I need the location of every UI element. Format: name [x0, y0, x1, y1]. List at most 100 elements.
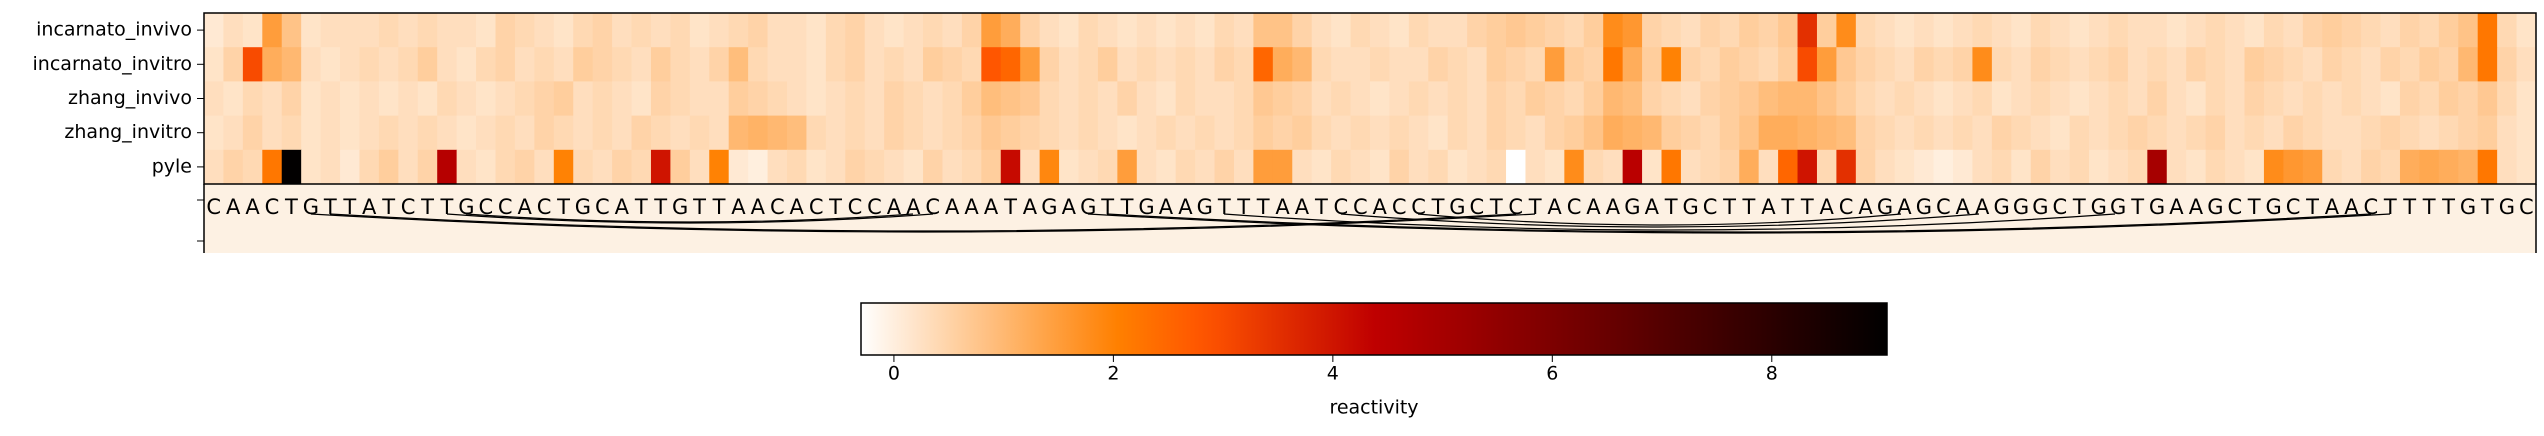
heat-cell — [2302, 13, 2323, 48]
heat-cell — [281, 13, 302, 48]
heat-cell — [1059, 115, 1079, 151]
heat-cell — [670, 13, 691, 48]
heat-cell — [2419, 47, 2440, 82]
heat-cell — [689, 47, 710, 82]
heat-cell — [2030, 81, 2051, 117]
heat-cell — [2225, 115, 2245, 151]
heat-cell — [1544, 149, 1565, 185]
sequence-letter: A — [1295, 195, 1310, 219]
sequence-letter: A — [751, 195, 766, 219]
sequence-letter: A — [1645, 195, 1660, 219]
sequence-letter: G — [1683, 195, 1699, 219]
heat-cell — [650, 13, 671, 48]
heat-cell — [1233, 13, 1254, 48]
heat-cell — [2030, 13, 2051, 48]
heat-cell — [2127, 13, 2148, 48]
heat-cell — [1603, 81, 1624, 117]
heat-cell — [1486, 149, 1507, 185]
sequence-letter: G — [1993, 195, 2009, 219]
heat-cell — [1544, 47, 1565, 82]
sequence-letter: C — [1703, 195, 1718, 219]
sequence-letter: T — [1489, 195, 1503, 219]
heat-cell — [2458, 115, 2479, 151]
heat-cell — [748, 149, 769, 185]
sequence-letter: G — [2149, 195, 2165, 219]
sequence-letter: T — [692, 195, 706, 219]
sequence-letter: C — [2286, 195, 2301, 219]
heat-cell — [864, 13, 885, 48]
heat-cell — [1389, 149, 1410, 185]
heat-cell — [2283, 149, 2304, 185]
heat-cell — [1331, 115, 1352, 151]
sequence-letter: T — [420, 195, 434, 219]
sequence-letter: A — [1023, 195, 1038, 219]
heat-cell — [281, 81, 302, 117]
heat-cell — [1506, 81, 1526, 117]
sequence-letter: T — [1100, 195, 1114, 219]
heat-cell — [806, 149, 827, 185]
heat-cell — [1894, 81, 1915, 117]
heat-cell — [981, 47, 1002, 82]
heat-cell — [204, 13, 224, 48]
heat-cell — [223, 81, 244, 117]
sequence-letter: T — [1780, 195, 1794, 219]
heat-cell — [1156, 13, 1177, 48]
sequence-letter: A — [906, 195, 921, 219]
heat-cell — [2147, 115, 2168, 151]
heat-cell — [223, 149, 244, 185]
heat-cell — [1739, 115, 1760, 151]
colorbar-tick-label: 4 — [1327, 363, 1339, 385]
heat-cell — [2127, 47, 2148, 82]
heat-cell — [262, 115, 283, 151]
heat-cell — [1914, 115, 1935, 151]
sequence-letter: A — [1761, 195, 1776, 219]
heat-cell — [1855, 115, 1876, 151]
sequence-letter: T — [2383, 195, 2397, 219]
sequence-letter: T — [1003, 195, 1017, 219]
heat-cell — [2244, 81, 2265, 117]
arc — [1223, 213, 2116, 231]
heat-cell — [320, 47, 341, 82]
heatmap-frame — [203, 12, 2537, 185]
heat-cell — [2205, 47, 2226, 82]
heat-cell — [1680, 47, 1701, 82]
heat-cell — [573, 47, 594, 82]
heat-cell — [1661, 81, 1682, 117]
heat-cell — [864, 47, 885, 82]
heat-cell — [1000, 47, 1021, 82]
heat-cell — [437, 47, 458, 82]
heat-cell — [1059, 13, 1079, 48]
heat-cell — [2516, 149, 2537, 185]
heat-cell — [495, 47, 516, 82]
heat-cell — [903, 47, 924, 82]
sequence-letter: C — [1392, 195, 1407, 219]
heat-cell — [1739, 47, 1760, 82]
heat-cell — [2322, 149, 2343, 185]
heat-cell — [806, 13, 827, 48]
arc — [1087, 213, 2391, 234]
heat-cell — [1680, 115, 1701, 151]
heat-cell — [1603, 149, 1624, 185]
heat-cell — [2225, 47, 2245, 82]
heat-cell — [1739, 81, 1760, 117]
heat-cell — [1894, 47, 1915, 82]
heat-cell — [1816, 81, 1837, 117]
sequence-letter: C — [1470, 195, 1485, 219]
heat-cell — [1408, 81, 1429, 117]
heat-cell — [1097, 115, 1118, 151]
heat-cell — [514, 81, 535, 117]
sequence-letter: G — [1041, 195, 1057, 219]
sequence-letter: A — [1586, 195, 1601, 219]
heat-cell — [864, 149, 885, 185]
heat-cell — [1583, 81, 1604, 117]
heat-cell — [2302, 81, 2323, 117]
heat-cell — [1039, 47, 1060, 82]
heat-cell — [1020, 149, 1041, 185]
heat-cell — [845, 13, 866, 48]
heat-cell — [1253, 13, 1274, 48]
heat-cell — [1350, 47, 1371, 82]
heat-cell — [2497, 115, 2518, 151]
heat-cell — [1972, 47, 1993, 82]
heat-cell — [1039, 149, 1060, 185]
heat-cell — [2438, 81, 2459, 117]
